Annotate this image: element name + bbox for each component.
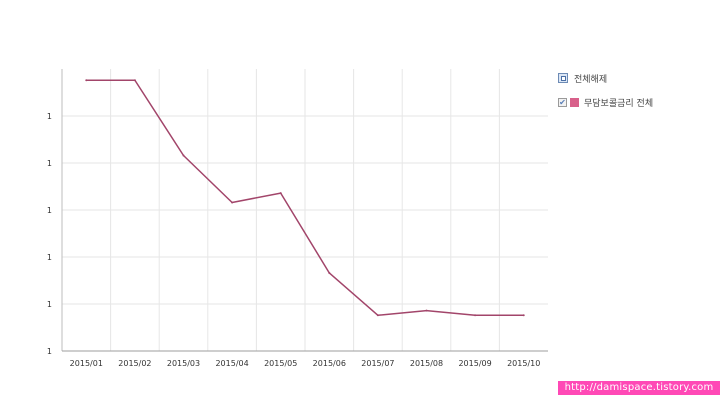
y-tick-label: 1	[47, 159, 52, 168]
y-tick-label: 1	[47, 206, 52, 215]
data-point	[279, 192, 282, 195]
y-tick-label: 1	[47, 112, 52, 121]
series-checkbox[interactable]: ✔	[558, 97, 567, 107]
toggle-all-icon	[558, 73, 568, 83]
data-point	[425, 309, 428, 312]
chart-legend: 전체해제 ✔ 무담보콜금리 전체	[558, 70, 653, 118]
x-tick-label: 2015/05	[264, 359, 297, 368]
y-tick-label: 1	[47, 253, 52, 262]
data-point	[182, 154, 185, 157]
toggle-all-button[interactable]: 전체해제	[558, 70, 653, 86]
data-point	[328, 271, 331, 274]
y-tick-label: 1	[47, 300, 52, 309]
data-point	[85, 79, 88, 82]
x-tick-label: 2015/10	[507, 359, 540, 368]
series-swatch	[570, 97, 579, 107]
x-tick-label: 2015/03	[167, 359, 200, 368]
data-point	[376, 314, 379, 317]
x-tick-label: 2015/02	[118, 359, 151, 368]
x-tick-label: 2015/06	[313, 359, 346, 368]
data-point	[133, 79, 136, 82]
x-tick-label: 2015/08	[410, 359, 443, 368]
series-label: 무담보콜금리 전체	[584, 98, 654, 109]
data-point	[474, 314, 477, 317]
toggle-all-label: 전체해제	[574, 74, 608, 85]
x-tick-label: 2015/01	[70, 359, 103, 368]
series-line	[86, 79, 524, 317]
data-point	[522, 314, 525, 317]
watermark: http://damispace.tistory.com	[558, 381, 720, 395]
x-tick-label: 2015/07	[361, 359, 394, 368]
x-tick-label: 2015/04	[215, 359, 248, 368]
y-tick-label: 1	[47, 347, 52, 356]
data-point	[231, 201, 234, 204]
legend-item-series[interactable]: ✔ 무담보콜금리 전체	[558, 94, 653, 110]
x-tick-label: 2015/09	[458, 359, 491, 368]
